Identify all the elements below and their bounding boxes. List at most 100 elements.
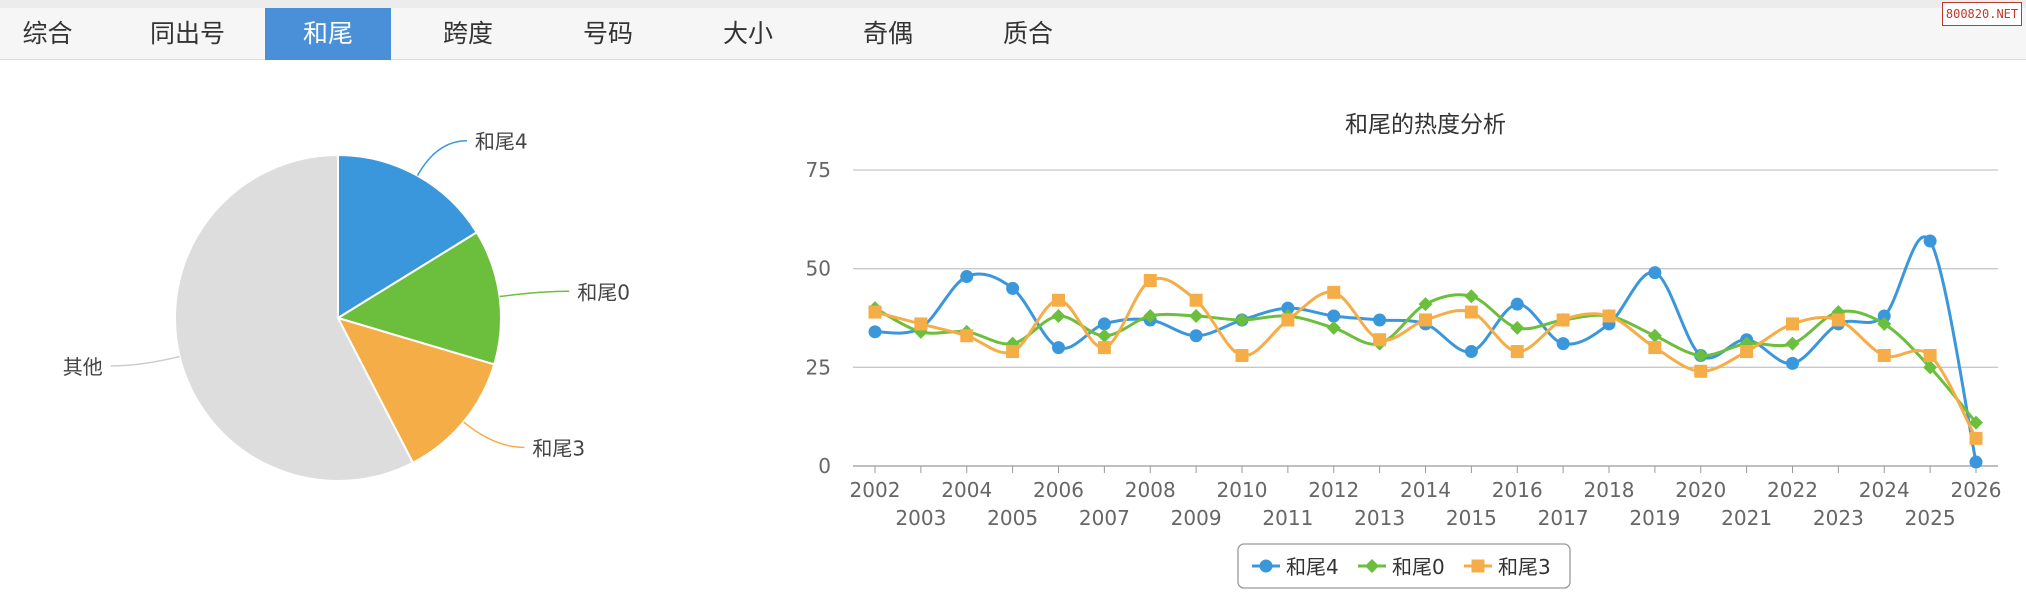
tab-kuadu[interactable]: 跨度	[442, 19, 493, 48]
data-point-hewei-3	[1740, 345, 1754, 359]
data-point-hewei-3	[1786, 317, 1799, 331]
pie-slice-hewei-4	[337, 153, 479, 320]
series-line-hewei-4	[874, 235, 1978, 463]
data-point-hewei-3	[1006, 345, 1020, 359]
tab-jiou[interactable]: 奇偶	[862, 19, 913, 48]
data-point-hewei-0	[1693, 348, 1708, 363]
pie-chart: 和尾4 和尾0 和尾3 其他	[63, 130, 630, 482]
data-point-hewei-4	[1373, 313, 1387, 327]
data-point-hewei-3	[1694, 364, 1708, 378]
data-point-hewei-0	[1647, 328, 1662, 343]
data-point-hewei-0	[1051, 309, 1066, 324]
x-tick-label: 2014	[1400, 478, 1451, 502]
data-point-hewei-4	[1189, 329, 1203, 343]
x-tick-label: 2017	[1538, 506, 1589, 530]
data-point-hewei-0	[1877, 316, 1892, 331]
x-tick-label: 2003	[895, 506, 946, 530]
legend-item-hewei-3[interactable]: 和尾3	[1464, 555, 1551, 579]
data-point-hewei-4	[1877, 309, 1891, 323]
legend-item-hewei-0[interactable]: 和尾0	[1358, 555, 1445, 579]
data-point-hewei-4	[1969, 455, 1983, 469]
x-tick-label: 2021	[1721, 506, 1772, 530]
top-strip	[0, 0, 2026, 8]
data-point-hewei-0	[1189, 309, 1204, 324]
x-tick-label: 2023	[1813, 506, 1864, 530]
data-point-hewei-3	[1877, 348, 1891, 362]
x-tick-label: 2024	[1859, 478, 1910, 502]
data-point-hewei-3	[1281, 313, 1295, 327]
x-tick-label: 2007	[1079, 506, 1130, 530]
data-point-hewei-4	[1327, 309, 1341, 323]
legend-label: 和尾0	[1392, 555, 1445, 579]
line-chart: 和尾的热度分析 0 25 50 75 2002 2003 2004 2005 2006 2007 20…	[806, 112, 2002, 589]
chart-title: 和尾的热度分析	[1345, 112, 1506, 138]
y-tick-label: 0	[818, 454, 831, 478]
x-tick-label: 2002	[850, 478, 901, 502]
x-tick-label: 2022	[1767, 478, 1818, 502]
data-point-hewei-3	[1556, 313, 1570, 327]
legend-marker	[1471, 559, 1485, 573]
data-point-hewei-0	[1326, 320, 1341, 335]
y-tick-label: 25	[806, 355, 831, 379]
data-point-hewei-3	[1969, 431, 1983, 445]
x-tick-label: 2004	[941, 478, 992, 502]
pie-label-hewei-0: 和尾0	[577, 280, 630, 304]
tab-daxiao[interactable]: 大小	[722, 19, 773, 48]
pie-label-line-hewei-4	[416, 139, 467, 177]
pie-slice-other	[174, 153, 415, 482]
tab-haoma[interactable]: 号码	[582, 19, 633, 48]
data-point-hewei-3	[1189, 293, 1203, 307]
x-tick-label: 2018	[1584, 478, 1635, 502]
y-tick-label: 75	[806, 158, 831, 182]
data-point-hewei-3	[1648, 341, 1662, 355]
x-tick-label: 2020	[1675, 478, 1726, 502]
tab-zonghe[interactable]: 综合	[22, 19, 73, 48]
legend: 和尾4 和尾0 和尾3	[1237, 543, 1571, 589]
pie-label-other: 其他	[63, 355, 103, 379]
tab-zhihe[interactable]: 质合	[1002, 19, 1053, 48]
data-point-hewei-0	[1143, 309, 1158, 324]
x-tick-label: 2006	[1033, 478, 1084, 502]
x-tick-label: 2015	[1446, 506, 1497, 530]
tab-tongchuhao[interactable]: 同出号	[149, 19, 225, 48]
tab-hewei[interactable]: 和尾	[265, 8, 391, 60]
data-point-hewei-3	[1143, 274, 1157, 288]
data-point-hewei-3	[960, 329, 974, 343]
x-tick-label: 2013	[1354, 506, 1405, 530]
data-point-hewei-4	[868, 325, 882, 339]
data-point-hewei-0	[1464, 289, 1479, 304]
x-tick-label: 2019	[1629, 506, 1680, 530]
data-point-hewei-0	[1235, 312, 1249, 327]
pie-label-hewei-4: 和尾4	[475, 130, 528, 154]
data-point-hewei-3	[1510, 345, 1524, 359]
data-point-hewei-4	[1281, 301, 1295, 315]
data-point-hewei-0	[1785, 336, 1800, 351]
x-tick-label: 2026	[1951, 478, 2002, 502]
data-point-hewei-4	[1464, 345, 1478, 359]
data-point-hewei-3	[1831, 313, 1845, 327]
data-point-hewei-4	[1556, 337, 1570, 351]
data-point-hewei-3	[1464, 305, 1478, 319]
pie-label-line-other	[110, 355, 180, 367]
x-tick-label: 2016	[1492, 478, 1543, 502]
data-point-hewei-3	[1235, 348, 1249, 362]
legend-label: 和尾3	[1498, 555, 1551, 579]
data-point-hewei-4	[1786, 356, 1799, 370]
data-point-hewei-3	[1327, 285, 1341, 299]
legend-item-hewei-4[interactable]: 和尾4	[1252, 555, 1339, 579]
x-tick-label: 2008	[1125, 478, 1176, 502]
data-point-hewei-3	[868, 305, 882, 319]
data-point-hewei-0	[1923, 360, 1938, 375]
data-point-hewei-4	[1006, 281, 1020, 295]
data-point-hewei-4	[1052, 341, 1065, 355]
data-point-hewei-3	[1373, 333, 1387, 347]
x-tick-label: 2012	[1308, 478, 1359, 502]
data-point-hewei-0	[1510, 320, 1525, 335]
legend-marker	[1365, 559, 1379, 573]
x-tick-label: 2009	[1171, 506, 1222, 530]
pie-label-line-hewei-0	[499, 290, 570, 298]
data-point-hewei-3	[1602, 309, 1616, 323]
x-tick-label: 2011	[1262, 506, 1313, 530]
legend-box	[1237, 543, 1571, 589]
data-point-hewei-3	[1097, 341, 1111, 355]
